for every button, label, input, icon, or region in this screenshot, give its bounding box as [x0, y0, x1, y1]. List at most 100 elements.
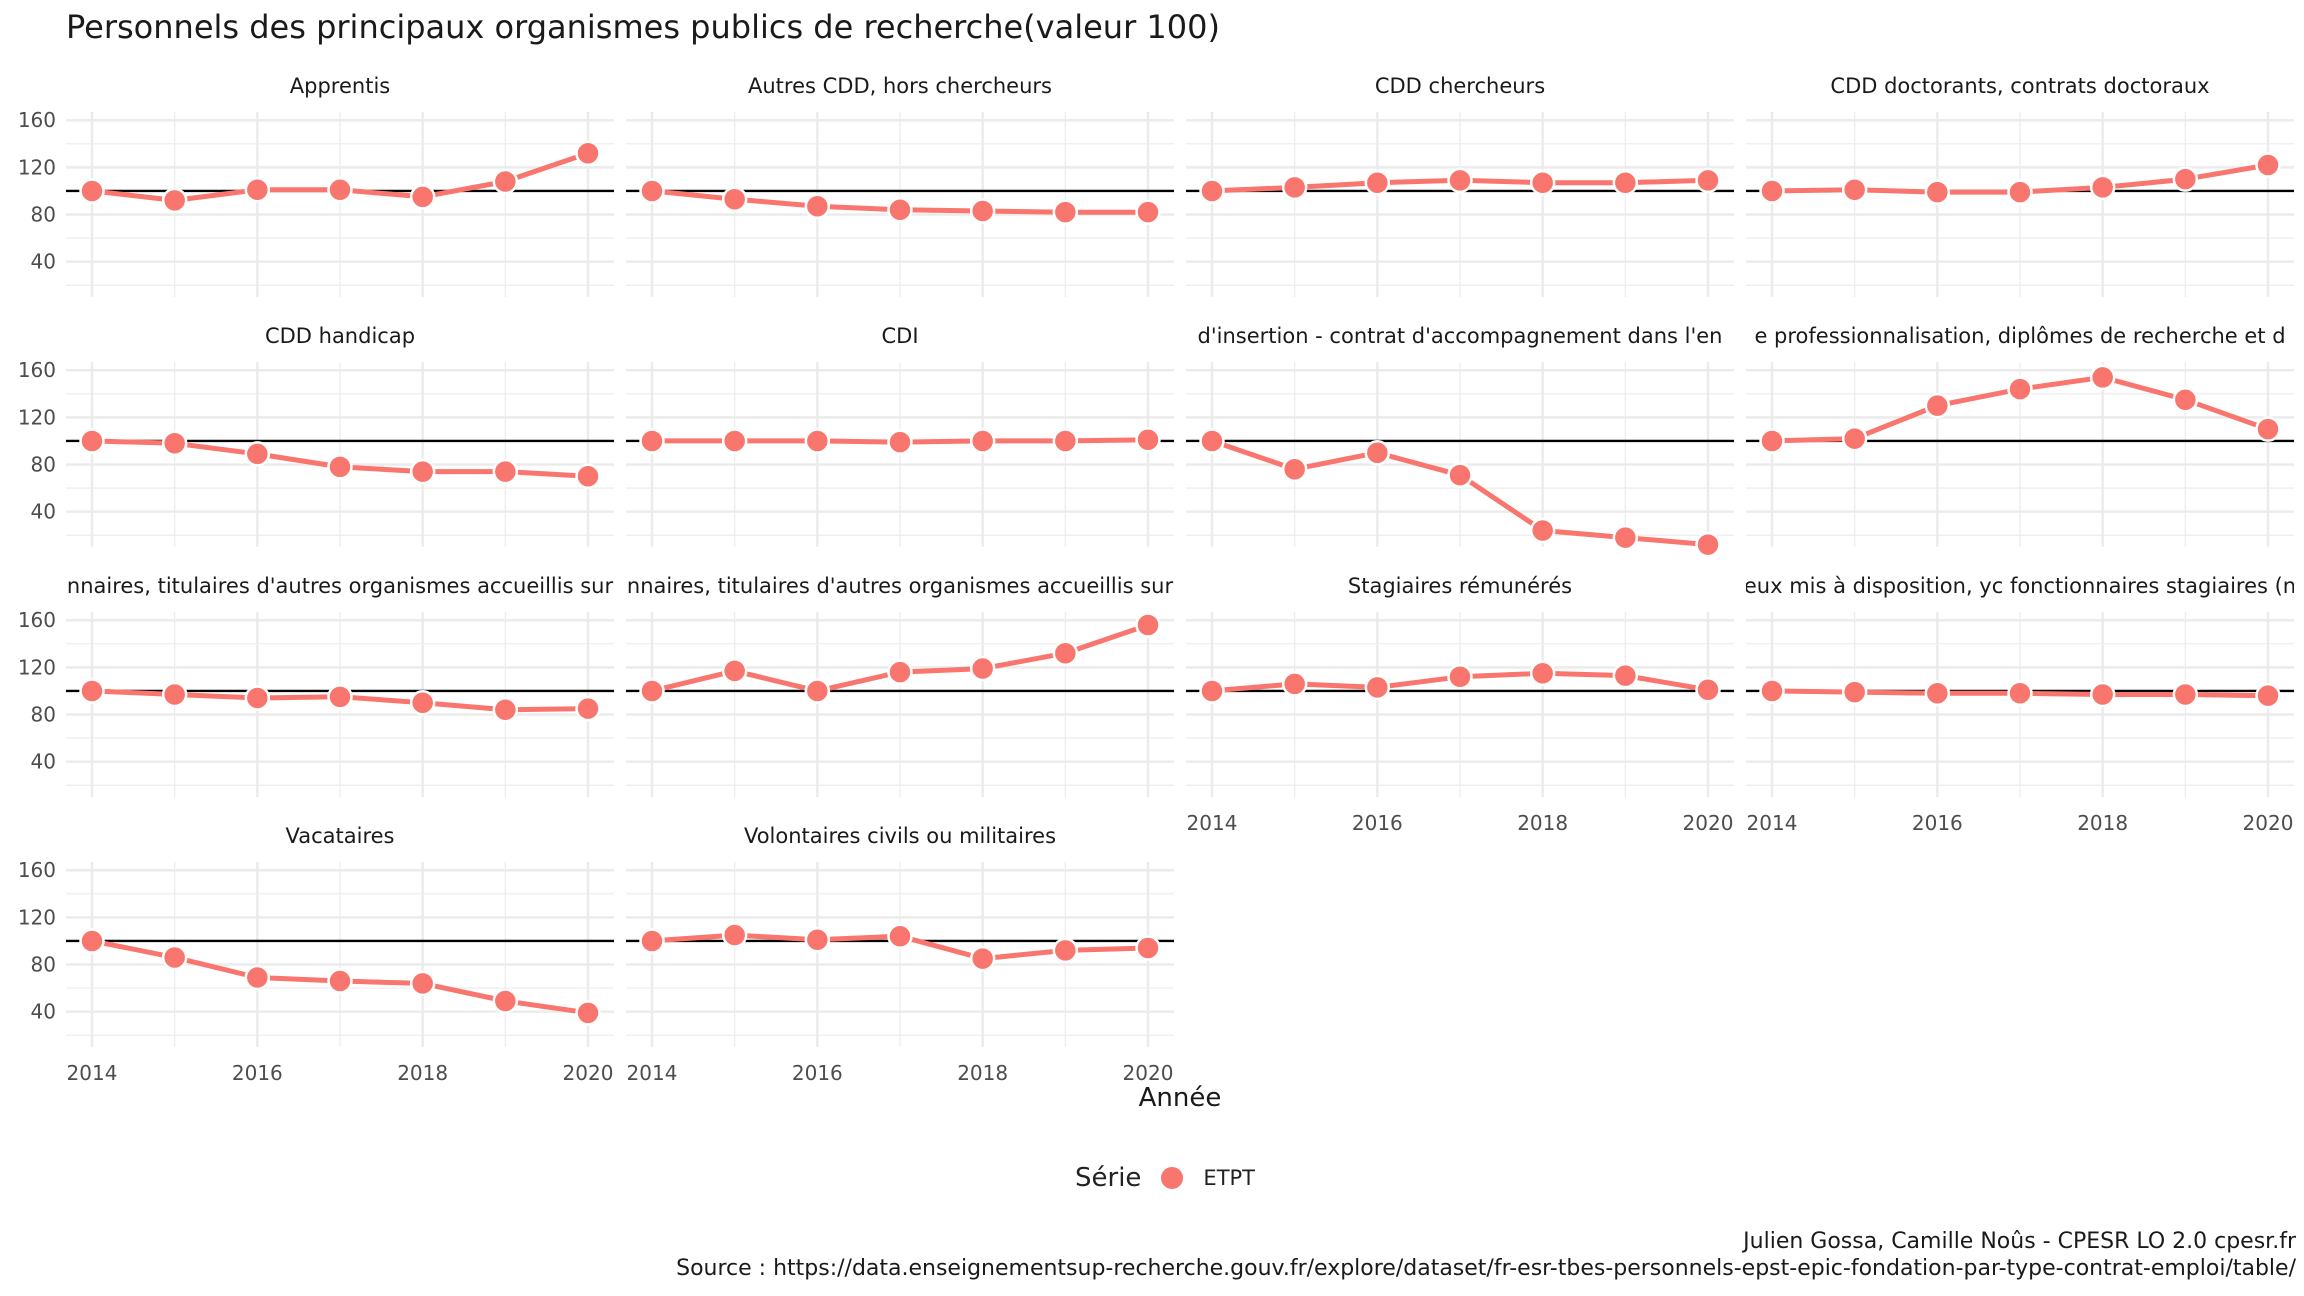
- data-point: [721, 186, 748, 212]
- x-tick-label: 2020: [1683, 811, 1734, 835]
- data-point: [244, 441, 271, 467]
- y-tick-label: 40: [31, 750, 56, 774]
- data-point: [1135, 612, 1161, 638]
- x-tick-label: 2020: [1123, 1061, 1174, 1085]
- panel-2: Autres CDD, hors chercheurs: [626, 74, 1174, 297]
- data-point: [1695, 531, 1721, 558]
- y-tick-label: 160: [18, 358, 56, 382]
- legend-label-etpt: ETPT: [1203, 1166, 1256, 1190]
- data-point: [1135, 427, 1161, 453]
- x-tick-label: 2016: [1912, 811, 1963, 835]
- data-point: [1529, 169, 1556, 196]
- x-tick-label: 2018: [397, 1061, 448, 1085]
- data-point: [1924, 179, 1951, 205]
- data-point: [1447, 167, 1473, 194]
- data-point: [409, 689, 436, 716]
- data-point: [1529, 517, 1556, 544]
- y-tick-label: 120: [18, 155, 56, 179]
- data-point: [575, 695, 601, 722]
- data-point: [2089, 364, 2116, 391]
- x-tick-label: 2018: [957, 1061, 1008, 1085]
- panel-5: CDD handicap 40 80 120 160: [18, 324, 614, 547]
- y-tick-label: 160: [18, 858, 56, 882]
- y-tick-label: 80: [31, 453, 56, 477]
- data-point: [1529, 660, 1556, 687]
- data-point: [969, 945, 996, 972]
- data-point: [327, 454, 353, 480]
- data-point: [639, 178, 665, 204]
- y-tick-label: 160: [18, 608, 56, 632]
- panel-title: Volontaires civils ou militaires: [744, 824, 1056, 848]
- data-point: [2172, 166, 2199, 192]
- data-point: [1364, 439, 1391, 466]
- data-point: [969, 655, 996, 682]
- x-tick-label: 2016: [232, 1061, 283, 1085]
- data-point: [575, 463, 601, 490]
- caption-authors: Julien Gossa, Camille Noûs - CPESR LO 2.…: [1743, 1229, 2296, 1254]
- legend-title: Série: [1075, 1163, 1142, 1193]
- legend: Série ETPT: [1075, 1163, 1255, 1193]
- data-point: [1695, 677, 1721, 703]
- x-tick-label: 2014: [1187, 811, 1238, 835]
- data-point: [804, 428, 831, 454]
- data-point: [639, 678, 665, 704]
- data-point: [1052, 199, 1079, 225]
- data-point: [161, 944, 188, 971]
- data-point: [1612, 169, 1639, 196]
- data-point: [409, 970, 436, 997]
- legend-key-etpt: [1159, 1165, 1186, 1191]
- panel-1: Apprentis 40 80 120 160: [18, 74, 614, 297]
- data-point: [1199, 178, 1225, 204]
- data-point: [79, 428, 105, 454]
- data-point: [969, 428, 996, 454]
- data-point: [1759, 678, 1785, 704]
- data-point: [1135, 199, 1161, 225]
- panel-title: CDD chercheurs: [1375, 74, 1545, 98]
- panel-title: CDD doctorants, contrats doctoraux: [1830, 74, 2209, 98]
- panel-title: nnaires, titulaires d'autres organismes …: [67, 574, 614, 598]
- data-point: [492, 168, 519, 195]
- panel-title: e professionnalisation, diplômes de rech…: [1754, 324, 2285, 348]
- panel-title: Vacataires: [286, 824, 395, 848]
- data-point: [161, 681, 188, 708]
- data-point: [1281, 456, 1308, 482]
- panel-title: d'insertion - contrat d'accompagnement d…: [1198, 324, 1723, 348]
- data-point: [244, 685, 271, 711]
- data-point: [1447, 462, 1473, 488]
- data-point: [1841, 679, 1868, 705]
- data-point: [1924, 680, 1951, 707]
- x-tick-label: 2014: [627, 1061, 678, 1085]
- data-point: [575, 1000, 601, 1026]
- data-point: [1052, 937, 1079, 964]
- y-tick-label: 120: [18, 655, 56, 679]
- panel-12: eux mis à disposition, yc fonctionnaires…: [1746, 574, 2294, 835]
- x-tick-label: 2014: [67, 1061, 118, 1085]
- data-point: [804, 678, 831, 704]
- caption-source: Source : https://data.enseignementsup-re…: [676, 1256, 2296, 1281]
- panel-title: nnaires, titulaires d'autres organismes …: [627, 574, 1174, 598]
- data-point: [721, 922, 748, 948]
- data-point: [887, 429, 913, 455]
- data-point: [2007, 376, 2033, 402]
- data-point: [1364, 169, 1391, 196]
- data-point: [1199, 428, 1225, 454]
- data-point: [327, 684, 353, 710]
- y-tick-label: 80: [31, 703, 56, 727]
- data-point: [1281, 671, 1308, 697]
- data-point: [887, 923, 913, 949]
- y-tick-label: 40: [31, 500, 56, 524]
- panel-10: nnaires, titulaires d'autres organismes …: [626, 574, 1174, 797]
- panel-11: Stagiaires rémunérés 2014 2016 2018 2020: [1186, 574, 1734, 835]
- data-point: [2172, 386, 2199, 413]
- data-point: [1199, 678, 1225, 704]
- data-point: [721, 658, 748, 684]
- data-point: [327, 968, 353, 994]
- data-point: [2007, 179, 2033, 205]
- data-point: [492, 458, 519, 485]
- x-axis-title: Année: [1138, 1083, 1222, 1113]
- data-point: [492, 697, 519, 723]
- data-point: [1695, 167, 1721, 194]
- y-tick-label: 80: [31, 203, 56, 227]
- data-point: [2255, 416, 2281, 442]
- y-tick-label: 120: [18, 405, 56, 429]
